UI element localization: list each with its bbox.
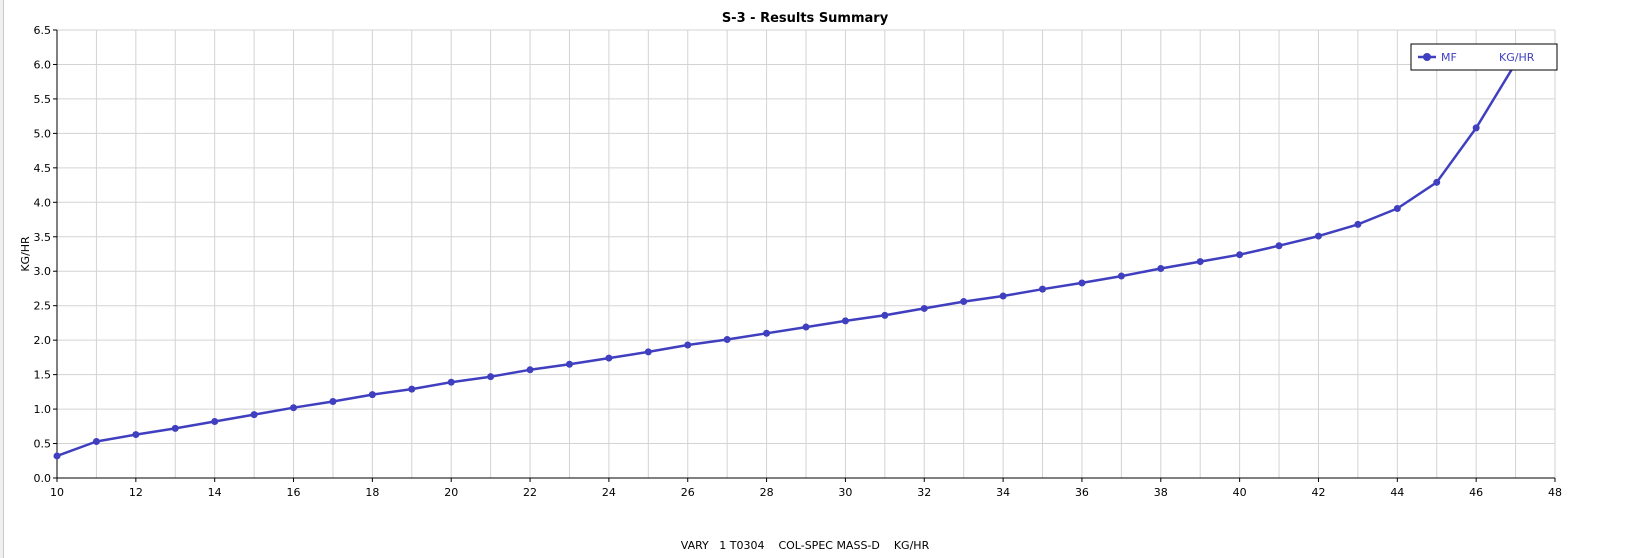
data-point: [802, 323, 810, 331]
data-point: [250, 411, 258, 419]
x-tick-label: 34: [996, 486, 1010, 499]
y-tick-label: 2.5: [34, 300, 52, 313]
data-point: [92, 437, 100, 445]
y-tick-label: 3.0: [34, 265, 52, 278]
data-point: [1354, 220, 1362, 228]
x-tick-label: 26: [681, 486, 695, 499]
y-tick-label: 2.0: [34, 334, 52, 347]
y-tick-label: 3.5: [34, 231, 52, 244]
y-tick-label: 6.0: [34, 58, 52, 71]
data-point: [1157, 264, 1165, 272]
x-tick-label: 28: [760, 486, 774, 499]
data-point: [1314, 232, 1322, 240]
data-point: [132, 431, 140, 439]
data-point: [1196, 258, 1204, 266]
x-tick-labels: 10 12 14 16 18 20 22 24 26 28 30 32 34 36 38 40 42 44 46 48: [50, 486, 1562, 499]
data-point: [644, 348, 652, 356]
data-point: [526, 366, 534, 374]
chart-title: S-3 - Results Summary: [722, 11, 889, 26]
left-border-strip: [0, 0, 3, 558]
x-tick-label: 44: [1390, 486, 1404, 499]
data-point: [1275, 242, 1283, 250]
legend-series-unit: KG/HR: [1499, 51, 1535, 64]
series-line-mf: [56, 62, 1517, 458]
data-point: [881, 311, 889, 319]
legend-marker-swatch: [1423, 53, 1431, 61]
data-point: [999, 292, 1007, 300]
y-tick-label: 1.0: [34, 403, 52, 416]
data-point: [171, 424, 179, 432]
data-point: [447, 378, 455, 386]
left-border-line: [3, 0, 4, 558]
legend-series-name: MF: [1441, 51, 1457, 64]
data-point: [763, 329, 771, 337]
data-point: [1393, 205, 1401, 213]
data-point: [1472, 124, 1480, 132]
axes: [53, 29, 1556, 482]
data-point: [960, 298, 968, 306]
x-tick-label: 14: [208, 486, 222, 499]
y-tick-label: 0.0: [34, 472, 52, 485]
x-tick-label: 16: [287, 486, 301, 499]
data-point: [329, 397, 337, 405]
y-tick-labels: 0.0 0.5 1.0 1.5 2.0 2.5 3.0 3.5 4.0 4.5 5.0 5.5 6.0 6…: [34, 24, 52, 485]
x-tick-label: 48: [1548, 486, 1562, 499]
series-mf: [53, 59, 1520, 460]
x-tick-label: 38: [1154, 486, 1168, 499]
data-point: [53, 452, 61, 460]
data-point: [723, 335, 731, 343]
data-point: [684, 341, 692, 349]
data-point: [920, 304, 928, 312]
data-point: [841, 317, 849, 325]
data-point: [1117, 272, 1125, 280]
data-point: [408, 385, 416, 393]
y-tick-label: 4.5: [34, 162, 52, 175]
legend: MF KG/HR: [1410, 43, 1558, 71]
x-tick-label: 30: [838, 486, 852, 499]
data-point: [368, 391, 376, 399]
data-point: [565, 360, 573, 368]
data-point: [605, 354, 613, 362]
y-tick-label: 1.5: [34, 369, 52, 382]
x-tick-label: 36: [1075, 486, 1089, 499]
x-tick-label: 40: [1233, 486, 1247, 499]
x-tick-label: 12: [129, 486, 143, 499]
x-tick-label: 46: [1469, 486, 1483, 499]
y-tick-label: 0.5: [34, 438, 52, 451]
y-axis-title: KG/HR: [19, 236, 32, 272]
data-point: [211, 417, 219, 425]
data-point: [1236, 251, 1244, 259]
x-tick-label: 22: [523, 486, 537, 499]
data-point: [487, 373, 495, 381]
x-tick-label: 42: [1311, 486, 1325, 499]
x-tick-label: 24: [602, 486, 616, 499]
x-tick-label: 10: [50, 486, 64, 499]
x-axis-title: VARY 1 T0304 COL-SPEC MASS-D KG/HR: [681, 539, 930, 552]
data-point: [290, 404, 298, 412]
x-tick-label: 20: [444, 486, 458, 499]
data-point: [1039, 285, 1047, 293]
y-tick-label: 5.5: [34, 93, 52, 106]
y-tick-label: 5.0: [34, 127, 52, 140]
x-tick-label: 18: [365, 486, 379, 499]
grid-lines: [56, 29, 1556, 479]
data-point: [1078, 279, 1086, 287]
y-tick-label: 6.5: [34, 24, 52, 37]
x-tick-label: 32: [917, 486, 931, 499]
y-tick-label: 4.0: [34, 196, 52, 209]
data-point: [1433, 178, 1441, 186]
